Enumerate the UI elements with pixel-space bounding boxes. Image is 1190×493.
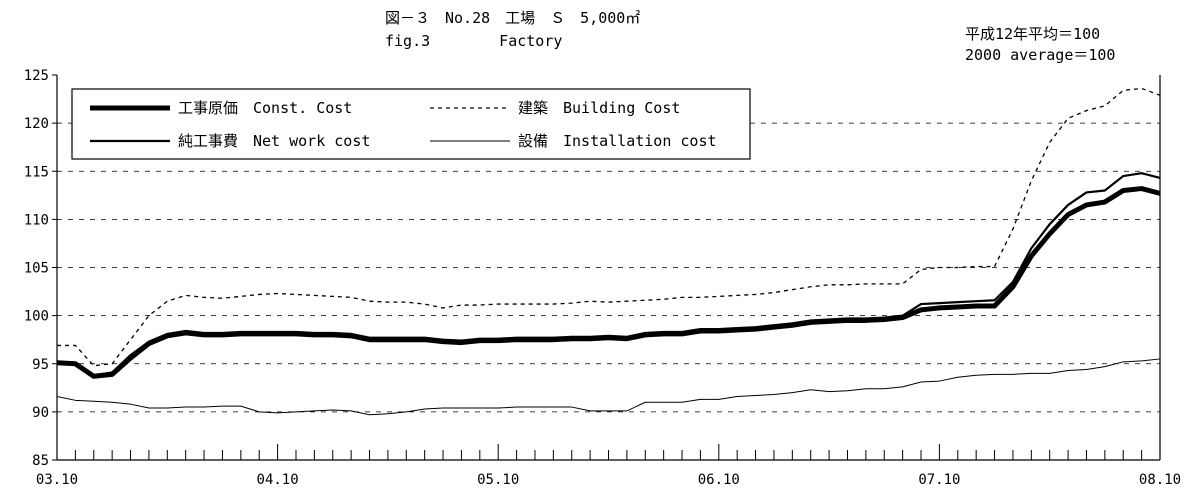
base-note-en: 2000 average＝100 [965,46,1116,64]
base-note-jp: 平成12年平均＝100 [965,25,1101,43]
x-tick-label: 06.10 [698,472,740,488]
y-tick-label: 85 [32,453,49,469]
legend-box [71,88,751,160]
axes: 85 90 95 100 105 110 115 120 125 03.10 04.10 05.10 0… [24,68,1181,488]
y-tick-label: 110 [24,212,49,228]
chart-header: 図－３ No.28 工場 Ｓ 5,000㎡ fig.3 Factory 平成12… [0,0,1190,80]
legend: 工事原価 Const. Cost 建築 Building Cost 純工事費 Net… [71,88,751,160]
series-line-2 [56,172,1161,377]
y-tick-label: 125 [24,68,49,84]
series-lines [56,87,1161,416]
y-tick-label: 105 [24,261,49,277]
x-tick-label: 07.10 [918,472,960,488]
series-line-4 [56,358,1161,416]
legend-label-1: 工事原価 Const. Cost [178,99,352,117]
y-tick-label: 115 [24,164,49,180]
x-tick-label: 03.10 [36,472,78,488]
gridlines [57,122,1160,413]
chart-title: 図－３ No.28 工場 Ｓ 5,000㎡ [385,9,641,27]
chart-subtitle: fig.3 Factory [385,32,563,50]
x-tick-label: 08.10 [1139,472,1181,488]
legend-label-4: 設備 Installation cost [518,132,717,150]
y-tick-label: 95 [32,357,49,373]
legend-label-2: 建築 Building Cost [518,99,680,117]
y-tick-label: 100 [24,309,49,325]
y-tick-label: 120 [24,116,49,132]
x-tick-label: 05.10 [477,472,519,488]
x-tick-label: 04.10 [257,472,299,488]
y-tick-label: 90 [32,405,49,421]
legend-label-3: 純工事費 Net work cost [178,132,370,150]
series-line-3 [56,186,1161,379]
